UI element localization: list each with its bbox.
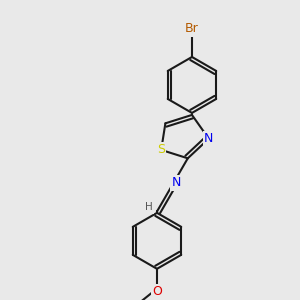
Text: O: O [152,285,162,298]
Text: Br: Br [185,22,199,35]
Text: S: S [157,143,165,156]
Text: N: N [172,176,181,189]
Text: N: N [204,132,214,145]
Text: H: H [145,202,153,212]
